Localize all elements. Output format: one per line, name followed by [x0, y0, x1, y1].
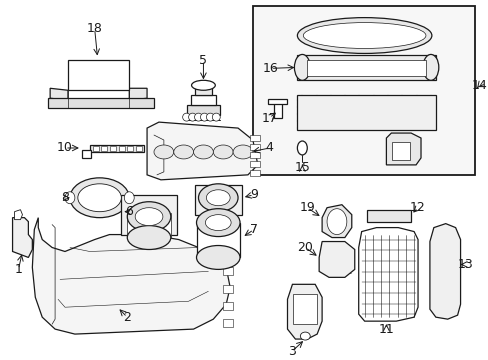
- Ellipse shape: [212, 113, 220, 121]
- Polygon shape: [194, 87, 212, 95]
- Polygon shape: [358, 228, 417, 321]
- Ellipse shape: [193, 145, 213, 159]
- Text: 5: 5: [199, 54, 207, 67]
- Polygon shape: [50, 88, 68, 100]
- Text: 20: 20: [297, 241, 313, 254]
- Polygon shape: [319, 242, 354, 277]
- Polygon shape: [249, 135, 259, 141]
- Polygon shape: [127, 213, 170, 238]
- Ellipse shape: [196, 209, 240, 237]
- Ellipse shape: [183, 113, 190, 121]
- Text: 7: 7: [249, 223, 257, 236]
- Text: 2: 2: [123, 311, 131, 324]
- Ellipse shape: [300, 332, 309, 340]
- Polygon shape: [110, 146, 116, 151]
- Ellipse shape: [135, 208, 163, 226]
- Polygon shape: [15, 210, 22, 220]
- Text: 14: 14: [470, 79, 486, 92]
- Polygon shape: [127, 146, 133, 151]
- Ellipse shape: [127, 202, 170, 231]
- Text: 18: 18: [86, 22, 102, 35]
- Polygon shape: [249, 144, 259, 150]
- Polygon shape: [89, 145, 144, 152]
- Ellipse shape: [188, 113, 196, 121]
- Text: 3: 3: [288, 345, 296, 357]
- Text: 12: 12: [409, 201, 425, 214]
- Polygon shape: [249, 153, 259, 158]
- Ellipse shape: [154, 145, 173, 159]
- Polygon shape: [121, 195, 176, 235]
- Ellipse shape: [70, 178, 129, 218]
- Polygon shape: [223, 267, 233, 275]
- Ellipse shape: [233, 145, 252, 159]
- Polygon shape: [223, 285, 233, 293]
- Ellipse shape: [326, 209, 346, 235]
- Polygon shape: [297, 95, 435, 130]
- Polygon shape: [293, 294, 317, 324]
- Text: 17: 17: [261, 112, 277, 125]
- Polygon shape: [13, 218, 32, 257]
- Polygon shape: [223, 319, 233, 327]
- Text: 6: 6: [125, 205, 133, 218]
- Ellipse shape: [191, 80, 215, 90]
- Ellipse shape: [297, 18, 431, 53]
- Ellipse shape: [198, 184, 238, 212]
- Polygon shape: [386, 133, 420, 165]
- Polygon shape: [287, 284, 322, 339]
- Text: 9: 9: [249, 188, 257, 201]
- Ellipse shape: [127, 226, 170, 249]
- Text: 16: 16: [262, 62, 278, 75]
- Polygon shape: [190, 95, 216, 105]
- Ellipse shape: [297, 141, 306, 155]
- Text: 4: 4: [265, 141, 273, 154]
- Polygon shape: [249, 161, 259, 167]
- Polygon shape: [48, 98, 154, 108]
- Polygon shape: [366, 210, 410, 222]
- Text: 10: 10: [57, 141, 73, 154]
- Polygon shape: [297, 55, 435, 80]
- Ellipse shape: [200, 113, 208, 121]
- Polygon shape: [186, 105, 220, 115]
- Polygon shape: [273, 100, 281, 118]
- Polygon shape: [32, 218, 230, 334]
- Polygon shape: [93, 146, 99, 151]
- Ellipse shape: [65, 192, 75, 204]
- Polygon shape: [101, 146, 107, 151]
- Text: 11: 11: [378, 323, 393, 336]
- Ellipse shape: [124, 192, 134, 204]
- Polygon shape: [68, 60, 129, 90]
- Ellipse shape: [194, 113, 202, 121]
- Polygon shape: [136, 146, 142, 151]
- Text: 15: 15: [294, 161, 310, 174]
- Polygon shape: [249, 170, 259, 176]
- Polygon shape: [119, 146, 124, 151]
- Polygon shape: [306, 60, 425, 76]
- Ellipse shape: [173, 145, 193, 159]
- Text: 13: 13: [457, 258, 472, 271]
- Polygon shape: [267, 99, 287, 104]
- Ellipse shape: [196, 246, 240, 269]
- Polygon shape: [147, 122, 257, 180]
- Ellipse shape: [422, 54, 438, 80]
- Ellipse shape: [213, 145, 233, 159]
- Ellipse shape: [303, 23, 425, 49]
- Text: 1: 1: [15, 263, 22, 276]
- Polygon shape: [391, 142, 409, 160]
- Ellipse shape: [206, 113, 214, 121]
- Ellipse shape: [294, 54, 309, 80]
- Text: 8: 8: [61, 191, 69, 204]
- Ellipse shape: [206, 190, 230, 206]
- Polygon shape: [322, 205, 351, 238]
- Bar: [252, 6, 474, 175]
- Polygon shape: [223, 302, 233, 310]
- Ellipse shape: [205, 215, 231, 231]
- Polygon shape: [196, 222, 240, 257]
- Text: 19: 19: [299, 201, 314, 214]
- Polygon shape: [81, 150, 90, 158]
- Polygon shape: [429, 224, 460, 319]
- Ellipse shape: [78, 184, 121, 212]
- Polygon shape: [129, 88, 147, 100]
- Polygon shape: [194, 185, 242, 215]
